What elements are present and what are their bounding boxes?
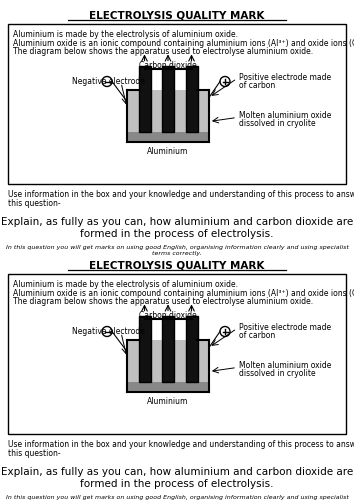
Text: The diagram below shows the apparatus used to electrolyse aluminium oxide.: The diagram below shows the apparatus us…	[13, 297, 313, 306]
Bar	[127, 382, 209, 392]
Text: Explain, as fully as you can, how aluminium and carbon dioxide are: Explain, as fully as you can, how alumin…	[1, 217, 353, 227]
Bar	[185, 316, 198, 382]
Bar	[127, 340, 209, 392]
Circle shape	[220, 326, 230, 336]
Bar	[127, 132, 209, 141]
Bar	[127, 90, 209, 142]
Text: Aluminium oxide is an ionic compound containing aluminium ions (Al³⁺) and oxide : Aluminium oxide is an ionic compound con…	[13, 38, 354, 48]
Circle shape	[102, 76, 112, 86]
Text: Aluminium: Aluminium	[147, 146, 189, 156]
Text: ELECTROLYSIS QUALITY MARK: ELECTROLYSIS QUALITY MARK	[89, 260, 265, 270]
Bar	[185, 66, 198, 132]
Text: ELECTROLYSIS QUALITY MARK: ELECTROLYSIS QUALITY MARK	[89, 10, 265, 20]
Text: this question-: this question-	[8, 198, 61, 207]
Bar	[8, 274, 346, 434]
Text: Aluminium: Aluminium	[147, 396, 189, 406]
Bar	[138, 316, 150, 382]
Bar	[162, 66, 174, 132]
Text: Aluminium is made by the electrolysis of aluminium oxide.: Aluminium is made by the electrolysis of…	[13, 30, 238, 39]
Text: The diagram below shows the apparatus used to electrolyse aluminium oxide.: The diagram below shows the apparatus us…	[13, 47, 313, 56]
Text: this question-: this question-	[8, 448, 61, 458]
Text: Use information in the box and your knowledge and understanding of this process : Use information in the box and your know…	[8, 190, 354, 199]
Text: In this question you will get marks on using good English, organising informatio: In this question you will get marks on u…	[6, 495, 348, 500]
Text: formed in the process of electrolysis.: formed in the process of electrolysis.	[80, 229, 274, 239]
Text: Negative electrode: Negative electrode	[72, 77, 145, 86]
Text: Positive electrode made: Positive electrode made	[239, 74, 331, 82]
Text: formed in the process of electrolysis.: formed in the process of electrolysis.	[80, 479, 274, 489]
Text: In this question you will get marks on using good English, organising informatio: In this question you will get marks on u…	[6, 245, 348, 256]
Text: Explain, as fully as you can, how aluminium and carbon dioxide are: Explain, as fully as you can, how alumin…	[1, 467, 353, 477]
Text: Use information in the box and your knowledge and understanding of this process : Use information in the box and your know…	[8, 440, 354, 449]
Text: Negative electrode: Negative electrode	[72, 327, 145, 336]
Bar	[8, 24, 346, 184]
Bar	[162, 316, 174, 382]
Text: Molten aluminium oxide: Molten aluminium oxide	[239, 112, 331, 120]
Text: Molten aluminium oxide: Molten aluminium oxide	[239, 362, 331, 370]
Text: Aluminium is made by the electrolysis of aluminium oxide.: Aluminium is made by the electrolysis of…	[13, 280, 238, 289]
Text: dissolved in cryolite: dissolved in cryolite	[239, 370, 316, 378]
Text: Aluminium oxide is an ionic compound containing aluminium ions (Al³⁺) and oxide : Aluminium oxide is an ionic compound con…	[13, 288, 354, 298]
Text: of carbon: of carbon	[239, 332, 275, 340]
Text: Carbon dioxide: Carbon dioxide	[139, 62, 197, 70]
Text: dissolved in cryolite: dissolved in cryolite	[239, 120, 316, 128]
Bar	[138, 66, 150, 132]
Circle shape	[102, 326, 112, 336]
Text: of carbon: of carbon	[239, 82, 275, 90]
Circle shape	[220, 76, 230, 86]
Text: Positive electrode made: Positive electrode made	[239, 324, 331, 332]
Text: Carbon dioxide: Carbon dioxide	[139, 312, 197, 320]
